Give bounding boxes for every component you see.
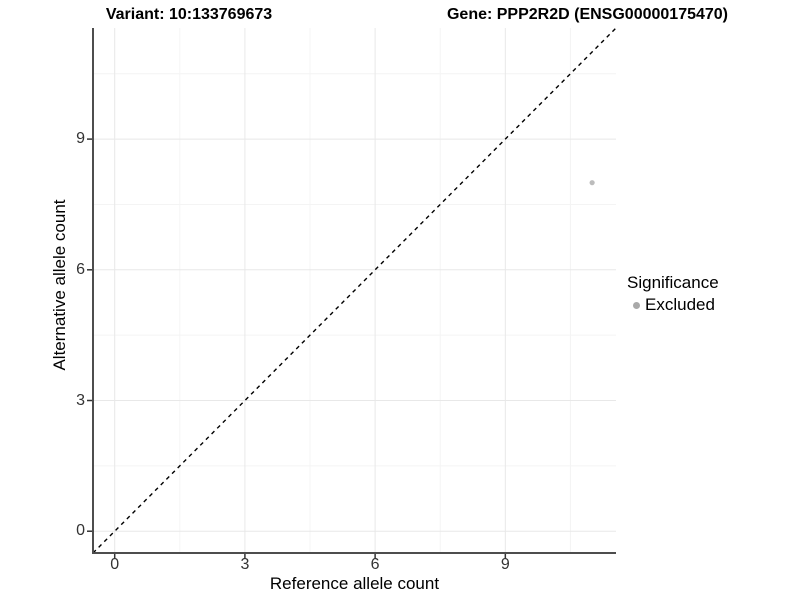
identity-line [92, 27, 617, 554]
excluded-marker-icon [633, 301, 640, 309]
x-tick-label: 6 [370, 556, 380, 573]
legend-item-label: Excluded [645, 295, 715, 314]
x-tick-label: 0 [110, 556, 120, 573]
x-axis-label: Reference allele count [269, 574, 440, 593]
x-tick-label: 9 [500, 556, 510, 573]
legend-title: Significance [627, 273, 719, 292]
gene-title: Gene: PPP2R2D (ENSG00000175470) [446, 6, 729, 23]
data-point [589, 180, 595, 186]
x-tick-label: 3 [240, 556, 250, 573]
legend: Significance Excluded [627, 272, 719, 316]
y-tick-label: 0 [76, 522, 85, 540]
y-tick-label: 3 [76, 391, 85, 409]
y-tick-label: 6 [76, 260, 85, 278]
legend-item-excluded: Excluded [627, 294, 719, 316]
variant-title: Variant: 10:133769673 [105, 6, 273, 23]
y-tick-label: 9 [76, 130, 85, 148]
